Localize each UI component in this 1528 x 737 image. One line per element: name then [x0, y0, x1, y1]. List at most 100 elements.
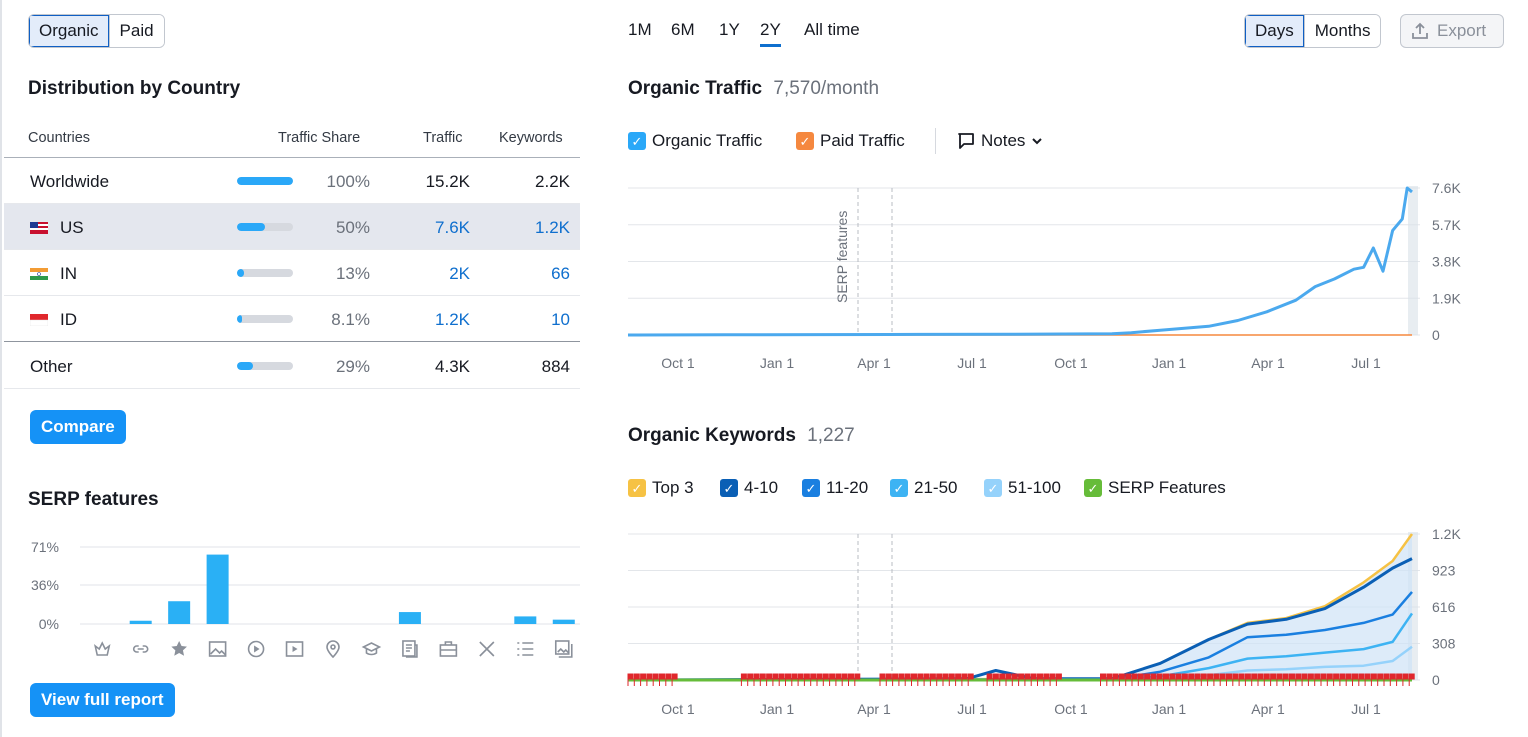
local-pack-icon — [326, 640, 340, 659]
legend-checkbox-pos11-20[interactable]: ✓ 11-20 — [802, 478, 868, 498]
export-button[interactable]: Export — [1400, 14, 1504, 48]
serp-features-title: SERP features — [28, 489, 159, 510]
organic-traffic-checkbox[interactable]: ✓ Organic Traffic — [628, 131, 762, 151]
upload-icon — [1412, 22, 1428, 39]
traffic-share-value: 8.1% — [331, 310, 370, 329]
serp-bar[interactable] — [398, 612, 421, 624]
traffic-share-bar — [237, 177, 293, 185]
period-6m[interactable]: 6M — [671, 20, 695, 39]
traffic-share-value: 50% — [335, 218, 370, 237]
keywords-value[interactable]: 66 — [551, 264, 570, 283]
country-name: US — [60, 218, 84, 237]
notes-label: Notes — [981, 131, 1026, 150]
x-icon — [479, 641, 495, 657]
serp-bar[interactable] — [514, 616, 537, 624]
legend-checkbox-pos4-10[interactable]: ✓ 4-10 — [720, 478, 778, 498]
traffic-value: 4.3K — [435, 357, 470, 376]
table-row[interactable]: Other 29% 4.3K 884 — [4, 343, 580, 389]
news-icon — [402, 640, 418, 658]
y-tick-label: 1.9K — [1432, 290, 1461, 306]
organic-paid-toggle: Organic Paid — [28, 14, 165, 48]
traffic-value[interactable]: 2K — [449, 264, 470, 283]
granularity-toggle: Days Months — [1244, 14, 1382, 48]
traffic-value[interactable]: 7.6K — [435, 218, 470, 237]
period-all-time[interactable]: All time — [804, 20, 860, 39]
keywords-header: Keywords — [499, 130, 563, 146]
y-tick-label: 71% — [31, 539, 59, 555]
serp-bar[interactable] — [552, 619, 575, 624]
serp-bar[interactable] — [129, 620, 152, 624]
table-row[interactable]: IN 13% 2K 66 — [4, 250, 580, 296]
star-icon — [171, 641, 187, 656]
x-tick-label: Jul 1 — [957, 355, 987, 371]
video-icon — [247, 640, 265, 658]
checkmark-icon: ✓ — [628, 132, 646, 150]
serp-features-annotation: SERP features — [834, 211, 850, 303]
y-tick-label: 0 — [1432, 327, 1440, 343]
table-row[interactable]: US 50% 7.6K 1.2K — [4, 204, 580, 250]
y-tick-label: 36% — [31, 577, 59, 593]
days-tab[interactable]: Days — [1245, 15, 1304, 47]
x-tick-label: Jan 1 — [760, 355, 794, 371]
video-carousel-icon — [285, 641, 304, 657]
y-tick-label: 0% — [39, 616, 59, 632]
period-1m[interactable]: 1M — [628, 20, 652, 39]
paid-traffic-checkbox[interactable]: ✓ Paid Traffic — [796, 131, 905, 151]
x-tick-label: Oct 1 — [1054, 701, 1088, 717]
id-flag-icon — [30, 314, 48, 326]
x-tick-label: Jan 1 — [1152, 701, 1186, 717]
chevron-down-icon — [1032, 138, 1043, 145]
paid-tab[interactable]: Paid — [108, 15, 164, 47]
x-tick-label: Apr 1 — [1251, 355, 1285, 371]
period-2y[interactable]: 2Y — [760, 20, 781, 47]
traffic-share-bar — [237, 315, 293, 323]
serp-features-chart: 0% 36% 71% — [31, 539, 580, 659]
legend-label: 51-100 — [1008, 478, 1061, 497]
keywords-value[interactable]: 1.2K — [535, 218, 570, 237]
legend-label: Top 3 — [652, 478, 694, 497]
y-tick-label: 7.6K — [1432, 180, 1461, 196]
legend-checkbox-top3[interactable]: ✓ Top 3 — [628, 478, 694, 498]
legend-checkbox-serp-features[interactable]: ✓ SERP Features — [1084, 478, 1226, 498]
traffic-share-header: Traffic Share — [278, 130, 361, 146]
x-tick-label: Apr 1 — [857, 701, 891, 717]
organic-keywords-chart: 0 308 616 923 1.2K Oct 1 Jan 1 Apr 1 Jul 1 Oct 1 J… — [627, 526, 1461, 717]
us-flag-icon — [30, 222, 48, 234]
x-tick-label: Apr 1 — [1251, 701, 1285, 717]
country-name: Other — [30, 357, 73, 376]
x-tick-label: Jan 1 — [760, 701, 794, 717]
organic-traffic-value: 7,570/month — [773, 78, 880, 99]
paid-traffic-legend-label: Paid Traffic — [820, 131, 905, 150]
keywords-value[interactable]: 10 — [551, 310, 570, 329]
table-row[interactable]: ID 8.1% 1.2K 10 — [4, 296, 580, 342]
y-tick-label: 616 — [1432, 599, 1456, 615]
checkmark-icon: ✓ — [802, 479, 820, 497]
notes-dropdown[interactable]: Notes — [957, 131, 1043, 151]
legend-label: 21-50 — [914, 478, 958, 497]
link-icon — [132, 645, 149, 653]
serp-bar[interactable] — [206, 554, 229, 624]
organic-keywords-heading: Organic Keywords 1,227 — [628, 425, 855, 447]
table-row[interactable]: Worldwide 100% 15.2K 2.2K — [4, 158, 580, 204]
knowledge-panel-icon — [361, 642, 382, 656]
legend-checkbox-pos51-100[interactable]: ✓ 51-100 — [984, 478, 1061, 498]
compare-button[interactable]: Compare — [30, 410, 126, 444]
image-icon — [208, 641, 227, 657]
serp-bar[interactable] — [168, 601, 191, 624]
organic-tab[interactable]: Organic — [29, 15, 109, 47]
y-tick-label: 1.2K — [1432, 526, 1461, 542]
featured-snippet-icon — [93, 641, 111, 656]
traffic-value: 15.2K — [425, 172, 470, 191]
view-full-report-button[interactable]: View full report — [30, 683, 175, 717]
traffic-value[interactable]: 1.2K — [435, 310, 470, 329]
legend-checkbox-pos21-50[interactable]: ✓ 21-50 — [890, 478, 957, 498]
traffic-share-value: 29% — [335, 357, 370, 376]
organic-traffic-title: Organic Traffic — [628, 78, 763, 99]
x-tick-label: Jul 1 — [1351, 701, 1381, 717]
organic-traffic-line[interactable] — [627, 186, 1413, 337]
period-1y[interactable]: 1Y — [719, 20, 740, 39]
organic-keywords-title: Organic Keywords — [628, 425, 796, 446]
keywords-line-pos4-10[interactable] — [627, 557, 1413, 682]
months-tab[interactable]: Months — [1303, 15, 1381, 47]
legend-label: 11-20 — [826, 478, 869, 497]
